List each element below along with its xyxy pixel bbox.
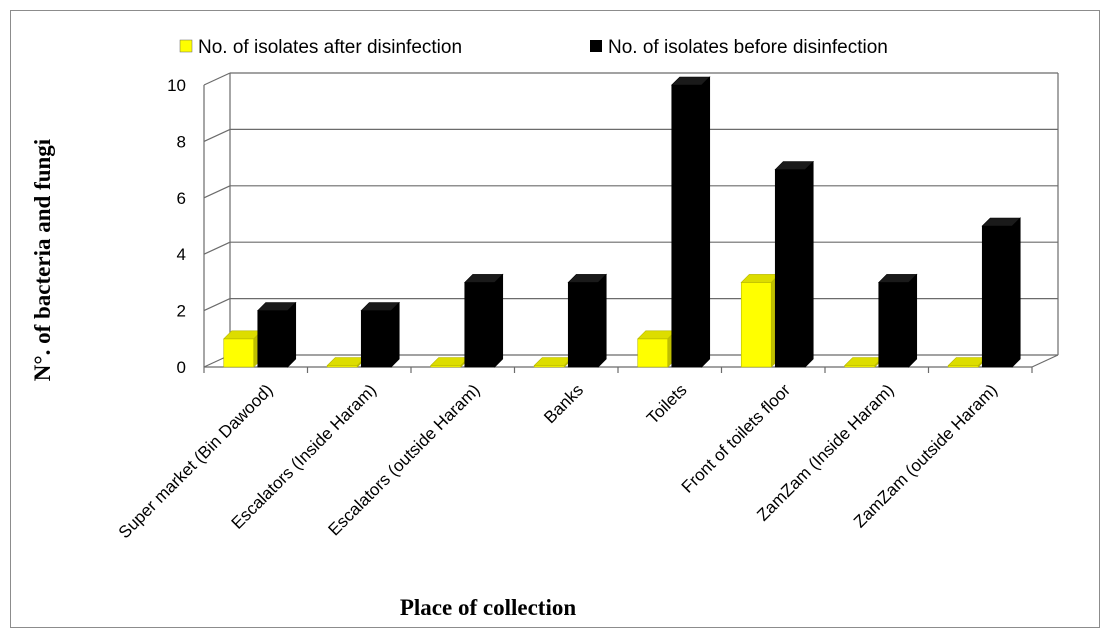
bar-after-6 — [844, 356, 884, 368]
axes — [203, 85, 1059, 373]
bar-before-4 — [671, 76, 711, 368]
chart-frame — [10, 10, 1100, 628]
legend: No. of isolates after disinfection No. o… — [179, 37, 888, 58]
x-tick-label: Front of toilets floor — [678, 380, 795, 497]
bar-before-2 — [464, 273, 504, 368]
bar-before-3 — [567, 273, 607, 368]
legend-label-after: No. of isolates after disinfection — [198, 37, 462, 58]
bar-after-0 — [223, 330, 263, 368]
x-tick-label: Banks — [540, 380, 587, 427]
side-gridline — [203, 241, 231, 255]
bar-after-2 — [430, 356, 470, 368]
side-gridline — [203, 72, 231, 86]
legend-swatch-after — [179, 39, 193, 53]
y-tick-label: 0 — [177, 358, 186, 377]
y-tick-label: 2 — [177, 302, 186, 321]
bar-before-0 — [257, 301, 297, 368]
bar-after-7 — [947, 356, 987, 368]
legend-swatch-before — [590, 40, 602, 52]
x-tick-label: Toilets — [643, 380, 691, 428]
bar-after-3 — [533, 356, 573, 368]
bar-before-7 — [981, 217, 1021, 368]
side-gridline — [203, 185, 231, 199]
bar-after-5 — [740, 273, 780, 368]
y-axis-title: N°. of bacteria and fungi — [30, 138, 55, 381]
bar-before-1 — [360, 301, 400, 368]
bar-before-5 — [774, 160, 814, 368]
side-gridline — [203, 298, 231, 312]
floor-right-edge — [1031, 354, 1059, 368]
y-tick-label: 10 — [167, 76, 186, 95]
side-gridline — [203, 128, 231, 142]
y-tick-label: 6 — [177, 189, 186, 208]
x-axis-title: Place of collection — [400, 595, 576, 620]
bar-before-6 — [878, 273, 918, 368]
y-tick-label: 4 — [177, 245, 186, 264]
bar-after-1 — [326, 356, 366, 368]
bar-after-4 — [637, 330, 677, 368]
gridlines — [203, 72, 1059, 368]
legend-label-before: No. of isolates before disinfection — [608, 37, 888, 58]
bars — [223, 76, 1021, 368]
y-tick-label: 8 — [177, 132, 186, 151]
